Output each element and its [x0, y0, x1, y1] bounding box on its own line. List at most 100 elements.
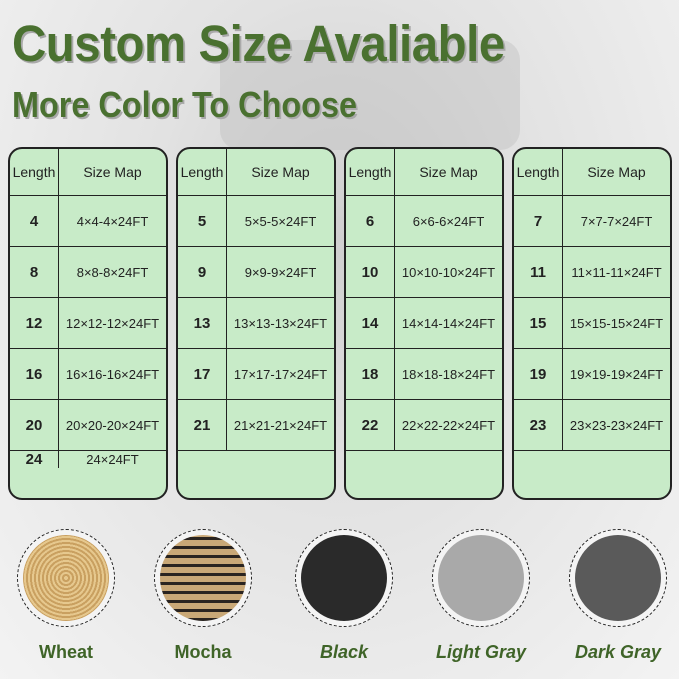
table-row: 22 22×22-22×24FT — [346, 399, 502, 450]
size-cell: 13×13-13×24FT — [233, 315, 328, 331]
length-cell: 9 — [178, 247, 227, 297]
color-label: Mocha — [174, 642, 232, 662]
swatch-mocha — [154, 529, 252, 627]
length-cell: 15 — [514, 298, 563, 348]
size-table: Length Size Map 7 7×7-7×24FT 11 11×11-11×24FT… — [512, 147, 672, 500]
swatch-black — [295, 529, 393, 627]
header-size-map: Size Map — [419, 164, 478, 180]
table-header: Length Size Map — [514, 149, 670, 195]
swatch-light-gray — [432, 529, 530, 627]
swatch-wheat — [17, 529, 115, 627]
table-row: 11 11×11-11×24FT — [514, 246, 670, 297]
table-row: 16 16×16-16×24FT — [10, 348, 166, 399]
header-length: Length — [514, 149, 563, 195]
size-cell: 15×15-15×24FT — [569, 315, 664, 331]
size-cell: 19×19-19×24FT — [569, 366, 664, 382]
length-cell: 24 — [10, 451, 59, 468]
table-header: Length Size Map — [178, 149, 334, 195]
table-row: 24 24×24FT — [10, 450, 166, 468]
size-cell: 5×5-5×24FT — [244, 213, 317, 229]
size-cell: 6×6-6×24FT — [412, 213, 485, 229]
length-cell: 20 — [10, 400, 59, 450]
table-row: 14 14×14-14×24FT — [346, 297, 502, 348]
size-cell: 10×10-10×24FT — [401, 264, 496, 280]
size-cell: 9×9-9×24FT — [244, 264, 317, 280]
header-size-map: Size Map — [251, 164, 310, 180]
color-label: Dark Gray — [574, 642, 662, 662]
table-row: 19 19×19-19×24FT — [514, 348, 670, 399]
page-title: Custom Size Avaliable — [12, 15, 505, 72]
fabric-texture — [575, 535, 661, 621]
size-cell: 7×7-7×24FT — [580, 213, 653, 229]
length-cell: 16 — [10, 349, 59, 399]
color-label: Black — [319, 642, 369, 662]
fabric-texture — [301, 535, 387, 621]
size-cell: 11×11-11×24FT — [571, 264, 662, 280]
size-table: Length Size Map 6 6×6-6×24FT 10 10×10-10×24FT… — [344, 147, 504, 500]
table-header: Length Size Map — [346, 149, 502, 195]
header-length: Length — [178, 149, 227, 195]
length-cell: 10 — [346, 247, 395, 297]
size-table: Length Size Map 5 5×5-5×24FT 9 9×9-9×24FT 13 13… — [176, 147, 336, 500]
table-row — [514, 450, 670, 451]
table-row: 12 12×12-12×24FT — [10, 297, 166, 348]
size-cell: 24×24FT — [86, 452, 139, 467]
table-row: 10 10×10-10×24FT — [346, 246, 502, 297]
table-row: 6 6×6-6×24FT — [346, 195, 502, 246]
size-cell: 14×14-14×24FT — [401, 315, 496, 331]
length-cell: 7 — [514, 196, 563, 246]
table-row: 4 4×4-4×24FT — [10, 195, 166, 246]
table-row: 8 8×8-8×24FT — [10, 246, 166, 297]
table-row: 20 20×20-20×24FT — [10, 399, 166, 450]
length-cell: 21 — [178, 400, 227, 450]
length-cell: 18 — [346, 349, 395, 399]
size-cell: 18×18-18×24FT — [401, 366, 496, 382]
table-row: 5 5×5-5×24FT — [178, 195, 334, 246]
table-row: 13 13×13-13×24FT — [178, 297, 334, 348]
header-length: Length — [10, 149, 59, 195]
table-row — [178, 450, 334, 451]
header-size-map: Size Map — [83, 164, 142, 180]
size-cell: 4×4-4×24FT — [76, 213, 149, 229]
size-cell: 8×8-8×24FT — [76, 264, 149, 280]
size-cell: 21×21-21×24FT — [233, 417, 328, 433]
length-cell: 13 — [178, 298, 227, 348]
table-row: 7 7×7-7×24FT — [514, 195, 670, 246]
size-cell: 17×17-17×24FT — [233, 366, 328, 382]
length-cell: 14 — [346, 298, 395, 348]
table-row: 23 23×23-23×24FT — [514, 399, 670, 450]
fabric-texture — [160, 535, 246, 621]
swatch-dark-gray — [569, 529, 667, 627]
length-cell: 6 — [346, 196, 395, 246]
length-cell: 17 — [178, 349, 227, 399]
table-row: 9 9×9-9×24FT — [178, 246, 334, 297]
header-size-map: Size Map — [587, 164, 646, 180]
length-cell: 8 — [10, 247, 59, 297]
table-row: 18 18×18-18×24FT — [346, 348, 502, 399]
fabric-texture — [438, 535, 524, 621]
size-table: Length Size Map 4 4×4-4×24FT 8 8×8-8×24FT 12 12… — [8, 147, 168, 500]
length-cell: 23 — [514, 400, 563, 450]
page-subtitle: More Color To Choose — [12, 84, 357, 125]
length-cell: 22 — [346, 400, 395, 450]
length-cell: 11 — [514, 247, 563, 297]
size-cell: 16×16-16×24FT — [65, 366, 160, 382]
length-cell: 5 — [178, 196, 227, 246]
size-cell: 20×20-20×24FT — [65, 417, 160, 433]
length-cell: 19 — [514, 349, 563, 399]
header-length: Length — [346, 149, 395, 195]
table-row: 21 21×21-21×24FT — [178, 399, 334, 450]
background-machine — [220, 40, 520, 150]
table-row: 17 17×17-17×24FT — [178, 348, 334, 399]
length-cell: 4 — [10, 196, 59, 246]
size-cell: 23×23-23×24FT — [569, 417, 664, 433]
table-row — [346, 450, 502, 451]
table-row: 15 15×15-15×24FT — [514, 297, 670, 348]
table-header: Length Size Map — [10, 149, 166, 195]
color-label: Light Gray — [435, 642, 526, 662]
length-cell: 12 — [10, 298, 59, 348]
color-label: Wheat — [39, 642, 93, 662]
size-cell: 22×22-22×24FT — [401, 417, 496, 433]
size-cell: 12×12-12×24FT — [65, 315, 160, 331]
fabric-texture — [23, 535, 109, 621]
